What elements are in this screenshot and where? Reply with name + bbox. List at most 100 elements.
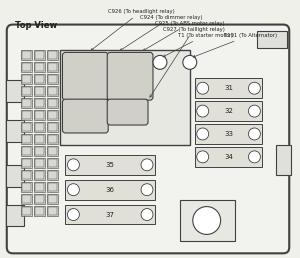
- Bar: [34, 206, 45, 215]
- Bar: [48, 147, 56, 155]
- Bar: [48, 123, 56, 131]
- Bar: [48, 195, 56, 203]
- Circle shape: [68, 208, 80, 221]
- Circle shape: [141, 208, 153, 221]
- Bar: [22, 75, 31, 83]
- Text: 31: 31: [224, 85, 233, 91]
- Circle shape: [141, 159, 153, 171]
- Bar: [257, 30, 287, 49]
- Bar: [48, 207, 56, 215]
- Circle shape: [248, 151, 260, 163]
- Bar: [34, 86, 45, 96]
- Bar: [34, 134, 45, 144]
- Bar: [6, 120, 24, 142]
- Bar: [276, 145, 291, 175]
- Bar: [46, 110, 58, 120]
- Circle shape: [197, 151, 209, 163]
- Text: T101 (To Alternator): T101 (To Alternator): [193, 33, 277, 57]
- Bar: [34, 111, 43, 119]
- Bar: [34, 194, 45, 204]
- Bar: [21, 158, 32, 168]
- Text: Top View: Top View: [15, 21, 57, 30]
- Bar: [48, 87, 56, 95]
- Bar: [22, 171, 31, 179]
- Circle shape: [197, 105, 209, 117]
- Bar: [21, 134, 32, 144]
- Bar: [6, 205, 24, 227]
- Bar: [195, 124, 262, 144]
- Bar: [21, 50, 32, 60]
- FancyBboxPatch shape: [107, 99, 148, 125]
- FancyBboxPatch shape: [7, 25, 289, 253]
- Bar: [34, 171, 43, 179]
- Bar: [48, 135, 56, 143]
- Bar: [34, 63, 43, 71]
- Bar: [46, 206, 58, 215]
- Bar: [21, 122, 32, 132]
- Text: T1 (To starter motor): T1 (To starter motor): [163, 33, 233, 57]
- FancyBboxPatch shape: [62, 52, 108, 100]
- Bar: [34, 147, 43, 155]
- Bar: [46, 158, 58, 168]
- Bar: [46, 170, 58, 180]
- Bar: [48, 63, 56, 71]
- Bar: [65, 180, 155, 200]
- Bar: [34, 195, 43, 203]
- Bar: [21, 170, 32, 180]
- Bar: [34, 182, 45, 192]
- Bar: [22, 207, 31, 215]
- Circle shape: [197, 128, 209, 140]
- Bar: [34, 98, 45, 108]
- Bar: [21, 182, 32, 192]
- Bar: [22, 123, 31, 131]
- Bar: [22, 87, 31, 95]
- Circle shape: [197, 82, 209, 94]
- Bar: [34, 74, 45, 84]
- Bar: [48, 159, 56, 167]
- Bar: [34, 146, 45, 156]
- Bar: [22, 111, 31, 119]
- Bar: [46, 194, 58, 204]
- Bar: [61, 50, 190, 145]
- Bar: [22, 99, 31, 107]
- Bar: [48, 111, 56, 119]
- Bar: [34, 158, 45, 168]
- Text: C926 (To headlight relay): C926 (To headlight relay): [91, 9, 175, 50]
- FancyBboxPatch shape: [62, 99, 108, 133]
- Circle shape: [248, 128, 260, 140]
- Bar: [46, 86, 58, 96]
- Bar: [21, 194, 32, 204]
- Bar: [195, 147, 262, 167]
- Bar: [34, 122, 45, 132]
- Bar: [21, 74, 32, 84]
- Bar: [34, 183, 43, 191]
- Bar: [21, 146, 32, 156]
- Bar: [46, 122, 58, 132]
- Bar: [22, 51, 31, 59]
- Text: 37: 37: [106, 212, 115, 217]
- Circle shape: [248, 82, 260, 94]
- Bar: [22, 195, 31, 203]
- Bar: [34, 135, 43, 143]
- Bar: [46, 74, 58, 84]
- Bar: [22, 159, 31, 167]
- Bar: [48, 171, 56, 179]
- Bar: [195, 78, 262, 98]
- Bar: [34, 75, 43, 83]
- Bar: [6, 165, 24, 187]
- Bar: [46, 182, 58, 192]
- Bar: [46, 50, 58, 60]
- Circle shape: [141, 184, 153, 196]
- Bar: [21, 62, 32, 72]
- Bar: [34, 207, 43, 215]
- Bar: [21, 98, 32, 108]
- Circle shape: [248, 105, 260, 117]
- Bar: [46, 134, 58, 144]
- Bar: [34, 62, 45, 72]
- Bar: [48, 183, 56, 191]
- Text: 35: 35: [106, 162, 115, 168]
- Circle shape: [153, 55, 167, 69]
- FancyBboxPatch shape: [107, 52, 153, 100]
- Text: C927 (To taillight relay): C927 (To taillight relay): [150, 27, 225, 97]
- Bar: [48, 51, 56, 59]
